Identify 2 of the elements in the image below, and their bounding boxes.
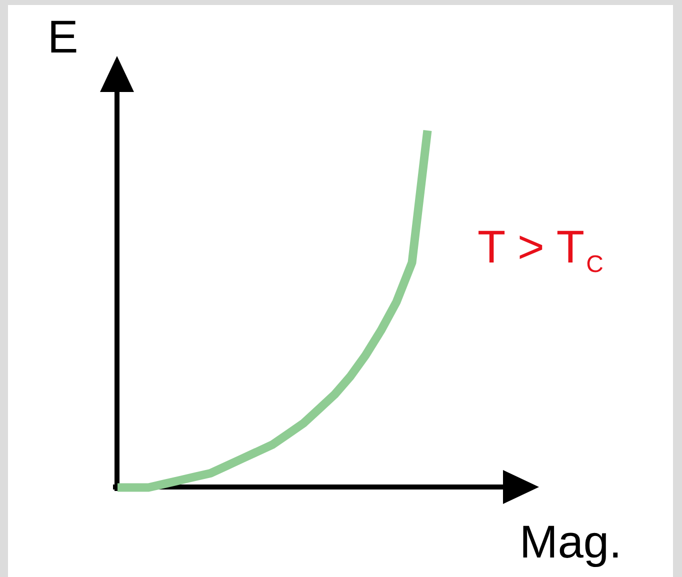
x-axis-title: Mag. (520, 515, 622, 568)
y-axis-title: E (48, 10, 78, 62)
